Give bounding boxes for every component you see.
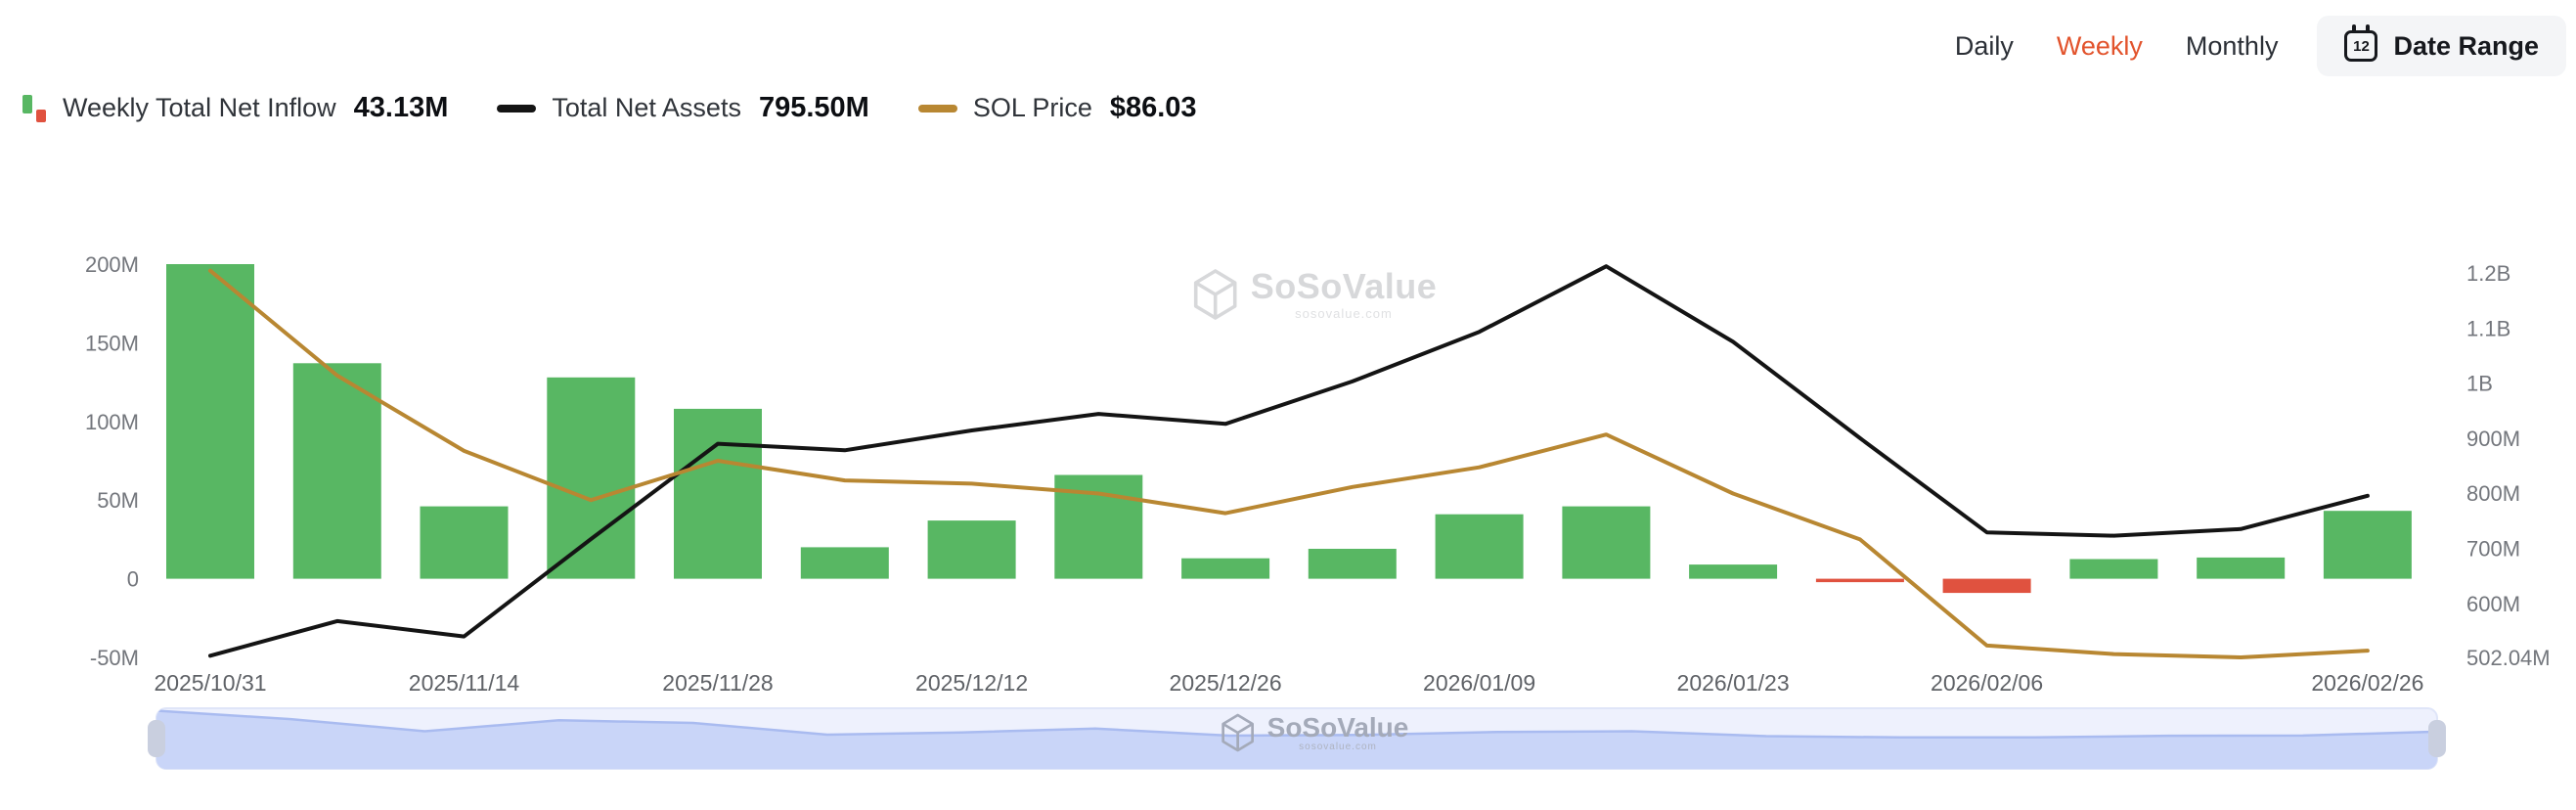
right-axis-tick: 1B xyxy=(2466,372,2493,396)
inflow-bar xyxy=(800,547,889,579)
left-axis-tick: -50M xyxy=(90,646,139,670)
inflow-bar xyxy=(1815,578,1904,583)
interval-tabs: Daily Weekly Monthly xyxy=(1955,31,2279,62)
inflow-bar xyxy=(2197,557,2286,579)
date-range-button[interactable]: 12 Date Range xyxy=(2317,16,2566,76)
right-axis-tick: 800M xyxy=(2466,481,2520,506)
inflow-bar xyxy=(1562,506,1651,579)
right-axis-tick: 600M xyxy=(2466,592,2520,616)
navigator-handle-left[interactable] xyxy=(148,720,165,757)
x-axis-tick: 2025/11/14 xyxy=(409,670,520,696)
inflow-bar xyxy=(927,520,1016,579)
inflow-bar xyxy=(292,363,381,579)
inflow-bar xyxy=(166,264,254,579)
x-axis-tick: 2026/01/23 xyxy=(1677,670,1790,696)
header-controls: Daily Weekly Monthly 12 Date Range xyxy=(1955,16,2566,76)
legend-value: 43.13M xyxy=(353,92,449,123)
net-assets-line xyxy=(208,264,2370,658)
inflow-bar xyxy=(674,408,762,579)
right-axis-tick: 900M xyxy=(2466,427,2520,451)
x-axis-tick: 2026/02/26 xyxy=(2311,670,2423,696)
date-range-label: Date Range xyxy=(2393,30,2539,61)
legend-label: SOL Price xyxy=(972,93,1092,122)
navigator-area[interactable] xyxy=(156,710,2437,770)
right-axis-tick: 1.2B xyxy=(2466,261,2510,286)
navigator-handle-right[interactable] xyxy=(2428,720,2446,757)
x-axis-tick: 2025/11/28 xyxy=(662,670,773,696)
calendar-icon: 12 xyxy=(2344,24,2378,62)
inflow-bar xyxy=(1308,549,1397,579)
x-axis-tick: 2026/02/06 xyxy=(1931,670,2043,696)
price-line-icon xyxy=(917,104,957,112)
inflow-bar xyxy=(1942,578,2031,594)
left-axis-tick: 100M xyxy=(85,410,139,434)
tab-weekly[interactable]: Weekly xyxy=(2056,30,2143,61)
legend-label: Total Net Assets xyxy=(552,93,741,122)
legend-item-price[interactable]: SOL Price $86.03 xyxy=(917,92,1197,124)
legend-value: 795.50M xyxy=(758,92,869,123)
inflow-bar xyxy=(1435,514,1524,579)
chart-legend: Weekly Total Net Inflow 43.13M Total Net A… xyxy=(22,92,1197,124)
right-axis-tick: 502.04M xyxy=(2466,646,2551,670)
legend-item-inflow[interactable]: Weekly Total Net Inflow 43.13M xyxy=(22,92,448,124)
calendar-day: 12 xyxy=(2353,37,2370,55)
inflow-bar xyxy=(1181,558,1270,579)
left-axis-tick: 200M xyxy=(85,252,139,277)
navigator-line xyxy=(156,709,2437,740)
assets-line-icon xyxy=(497,104,537,112)
legend-label: Weekly Total Net Inflow xyxy=(63,93,336,122)
x-axis-tick: 2025/12/26 xyxy=(1170,670,1282,696)
right-axis-tick: 700M xyxy=(2466,537,2520,562)
x-axis-tick: 2026/01/09 xyxy=(1423,670,1535,696)
sol-price-line xyxy=(208,268,2370,659)
inflow-bar xyxy=(2323,511,2412,579)
inflow-bar xyxy=(420,506,509,579)
legend-item-assets[interactable]: Total Net Assets 795.50M xyxy=(497,92,869,124)
tab-monthly[interactable]: Monthly xyxy=(2185,30,2279,61)
left-axis-tick: 0 xyxy=(127,567,139,592)
inflow-bar xyxy=(2069,559,2158,579)
tab-daily[interactable]: Daily xyxy=(1954,30,2014,61)
right-axis-tick: 1.1B xyxy=(2466,316,2510,340)
left-axis-tick: 50M xyxy=(97,488,139,513)
inflow-bars-icon xyxy=(22,94,47,122)
legend-value: $86.03 xyxy=(1109,92,1197,123)
inflow-bar xyxy=(547,377,636,579)
inflow-bar xyxy=(1689,564,1778,579)
x-axis-tick: 2025/12/12 xyxy=(915,670,1028,696)
left-axis-tick: 150M xyxy=(85,331,139,355)
x-axis-tick: 2025/10/31 xyxy=(154,670,266,696)
